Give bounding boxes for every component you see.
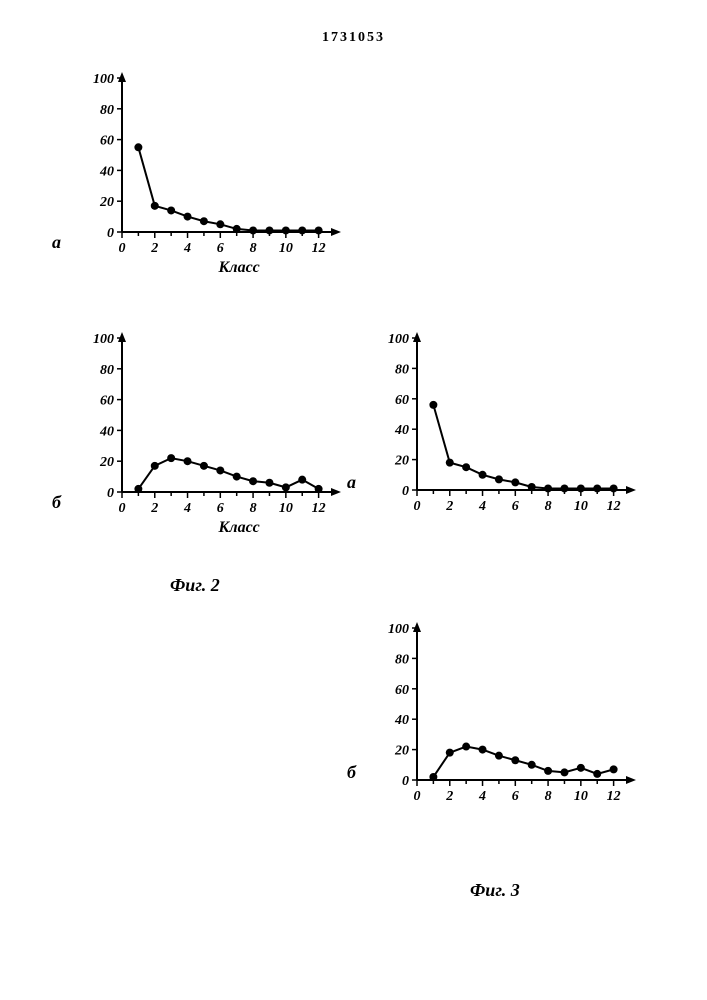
svg-text:6: 6 [512, 499, 519, 514]
svg-text:6: 6 [217, 501, 224, 516]
chart-fig3b: 0 20 40 60 80 100 0 2 4 6 8 10 12 [375, 620, 640, 815]
svg-text:60: 60 [100, 134, 114, 149]
svg-text:40: 40 [394, 423, 409, 438]
caption-fig2: Фиг. 2 [170, 575, 220, 596]
svg-text:40: 40 [394, 713, 409, 728]
svg-text:20: 20 [99, 455, 114, 470]
svg-text:80: 80 [100, 363, 114, 378]
svg-text:0: 0 [402, 484, 409, 499]
svg-text:100: 100 [388, 332, 409, 347]
svg-text:10: 10 [574, 789, 588, 804]
svg-text:20: 20 [99, 195, 114, 210]
svg-text:12: 12 [312, 501, 326, 516]
svg-text:40: 40 [99, 164, 114, 179]
svg-text:100: 100 [388, 622, 409, 637]
svg-text:8: 8 [250, 501, 257, 516]
svg-text:40: 40 [99, 424, 114, 439]
chart-label-fig2a: а [52, 232, 61, 253]
svg-text:20: 20 [394, 454, 409, 469]
svg-text:4: 4 [478, 499, 486, 514]
chart-fig3a: 0 20 40 60 80 100 0 2 4 6 8 10 12 [375, 330, 640, 525]
caption-fig3: Фиг. 3 [470, 880, 520, 901]
svg-text:8: 8 [250, 241, 257, 256]
svg-text:2: 2 [150, 501, 158, 516]
svg-text:0: 0 [402, 774, 409, 789]
svg-text:4: 4 [183, 501, 191, 516]
svg-text:100: 100 [93, 332, 114, 347]
svg-text:2: 2 [150, 241, 158, 256]
svg-text:0: 0 [119, 501, 126, 516]
svg-text:10: 10 [574, 499, 588, 514]
svg-text:6: 6 [512, 789, 519, 804]
page-number: 1731053 [322, 30, 385, 46]
svg-text:12: 12 [607, 789, 621, 804]
svg-text:0: 0 [119, 241, 126, 256]
svg-text:10: 10 [279, 501, 293, 516]
svg-text:8: 8 [545, 789, 552, 804]
chart-label-fig3b: б [347, 762, 356, 783]
svg-text:Класс: Класс [218, 259, 260, 276]
svg-text:60: 60 [100, 394, 114, 409]
svg-text:80: 80 [395, 652, 409, 667]
svg-text:20: 20 [394, 744, 409, 759]
chart-fig2b: 0 20 40 60 80 100 0 2 4 6 8 10 12 Класс [80, 330, 345, 545]
svg-text:0: 0 [107, 226, 114, 241]
chart-label-fig3a: а [347, 472, 356, 493]
svg-text:12: 12 [312, 241, 326, 256]
svg-text:8: 8 [545, 499, 552, 514]
svg-text:60: 60 [395, 683, 409, 698]
svg-text:80: 80 [100, 103, 114, 118]
svg-text:6: 6 [217, 241, 224, 256]
svg-text:4: 4 [183, 241, 191, 256]
svg-text:2: 2 [445, 499, 453, 514]
svg-text:0: 0 [414, 789, 421, 804]
chart-label-fig2b: б [52, 492, 61, 513]
svg-text:Класс: Класс [218, 519, 260, 536]
svg-text:0: 0 [107, 486, 114, 501]
svg-text:60: 60 [395, 393, 409, 408]
svg-text:12: 12 [607, 499, 621, 514]
svg-text:4: 4 [478, 789, 486, 804]
svg-text:0: 0 [414, 499, 421, 514]
svg-text:80: 80 [395, 362, 409, 377]
chart-fig2a: 0 20 40 60 80 100 0 2 4 6 8 10 12 Класс [80, 70, 345, 285]
svg-text:100: 100 [93, 72, 114, 87]
svg-text:10: 10 [279, 241, 293, 256]
svg-text:2: 2 [445, 789, 453, 804]
